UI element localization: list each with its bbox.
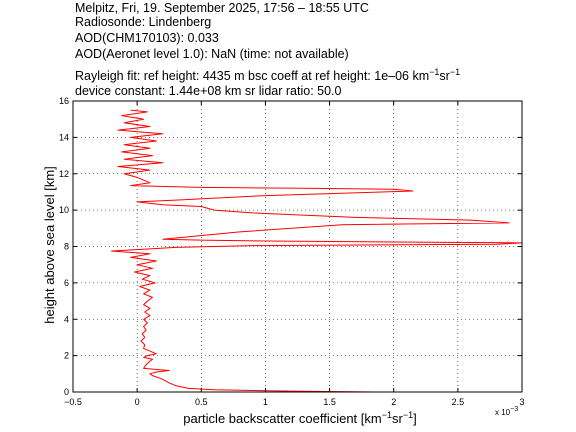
x-tick-label: 3 (519, 397, 524, 407)
header-line-aod-aeronet: AOD(Aeronet level 1.0): NaN (time: not a… (75, 47, 349, 61)
header-line-device-constant: device constant: 1.44e+08 km sr lidar ra… (75, 84, 342, 98)
y-tick-label: 2 (64, 351, 69, 361)
y-tick-label: 14 (59, 132, 69, 142)
header-line-aod-chm: AOD(CHM170103): 0.033 (75, 31, 219, 45)
grid-lines (72, 100, 523, 393)
y-axis-label: height above sea level [km] (42, 166, 57, 324)
rayleigh-sup1: −1 (429, 67, 440, 77)
rayleigh-fit-text: Rayleigh fit: ref height: 4435 m bsc coe… (75, 69, 430, 84)
x-tick-label: 1 (263, 397, 268, 407)
x-tick-label: 2 (391, 397, 396, 407)
y-tick-label: 10 (59, 205, 69, 215)
y-tick-labels: 0 2 4 6 8 10 12 14 16 (59, 96, 69, 397)
series-layer (111, 109, 523, 393)
y-tick-label: 0 (64, 387, 69, 397)
x-axis-label: particle backscatter coefficient [km−1sr… (183, 410, 416, 426)
header-line-rayleigh-fit: Rayleigh fit: ref height: 4435 m bsc coe… (75, 67, 460, 83)
x-tick-label: −0.5 (64, 397, 82, 407)
y-tick-label: 4 (64, 314, 69, 324)
x-tick-label: 2.5 (452, 397, 465, 407)
y-tick-label: 8 (64, 242, 69, 252)
x-tick-label: 0 (135, 397, 140, 407)
rayleigh-sup2: −1 (449, 67, 461, 77)
backscatter-profile-line (111, 109, 523, 393)
x-tick-label: 1.5 (323, 397, 336, 407)
tick-marks (72, 100, 523, 393)
x-multiplier: x 10−3 (495, 406, 518, 417)
x-tick-label: 0.5 (195, 397, 208, 407)
header-line-location-time: Melpitz, Fri, 19. September 2025, 17:56 … (75, 1, 369, 15)
y-tick-label: 16 (59, 96, 69, 106)
x-tick-labels: −0.5 0 0.5 1 1.5 2 2.5 3 (64, 397, 524, 407)
rayleigh-sr: sr (439, 69, 450, 84)
header-line-radiosonde: Radiosonde: Lindenberg (75, 15, 212, 29)
y-tick-label: 6 (64, 278, 69, 288)
y-tick-label: 12 (59, 169, 69, 179)
